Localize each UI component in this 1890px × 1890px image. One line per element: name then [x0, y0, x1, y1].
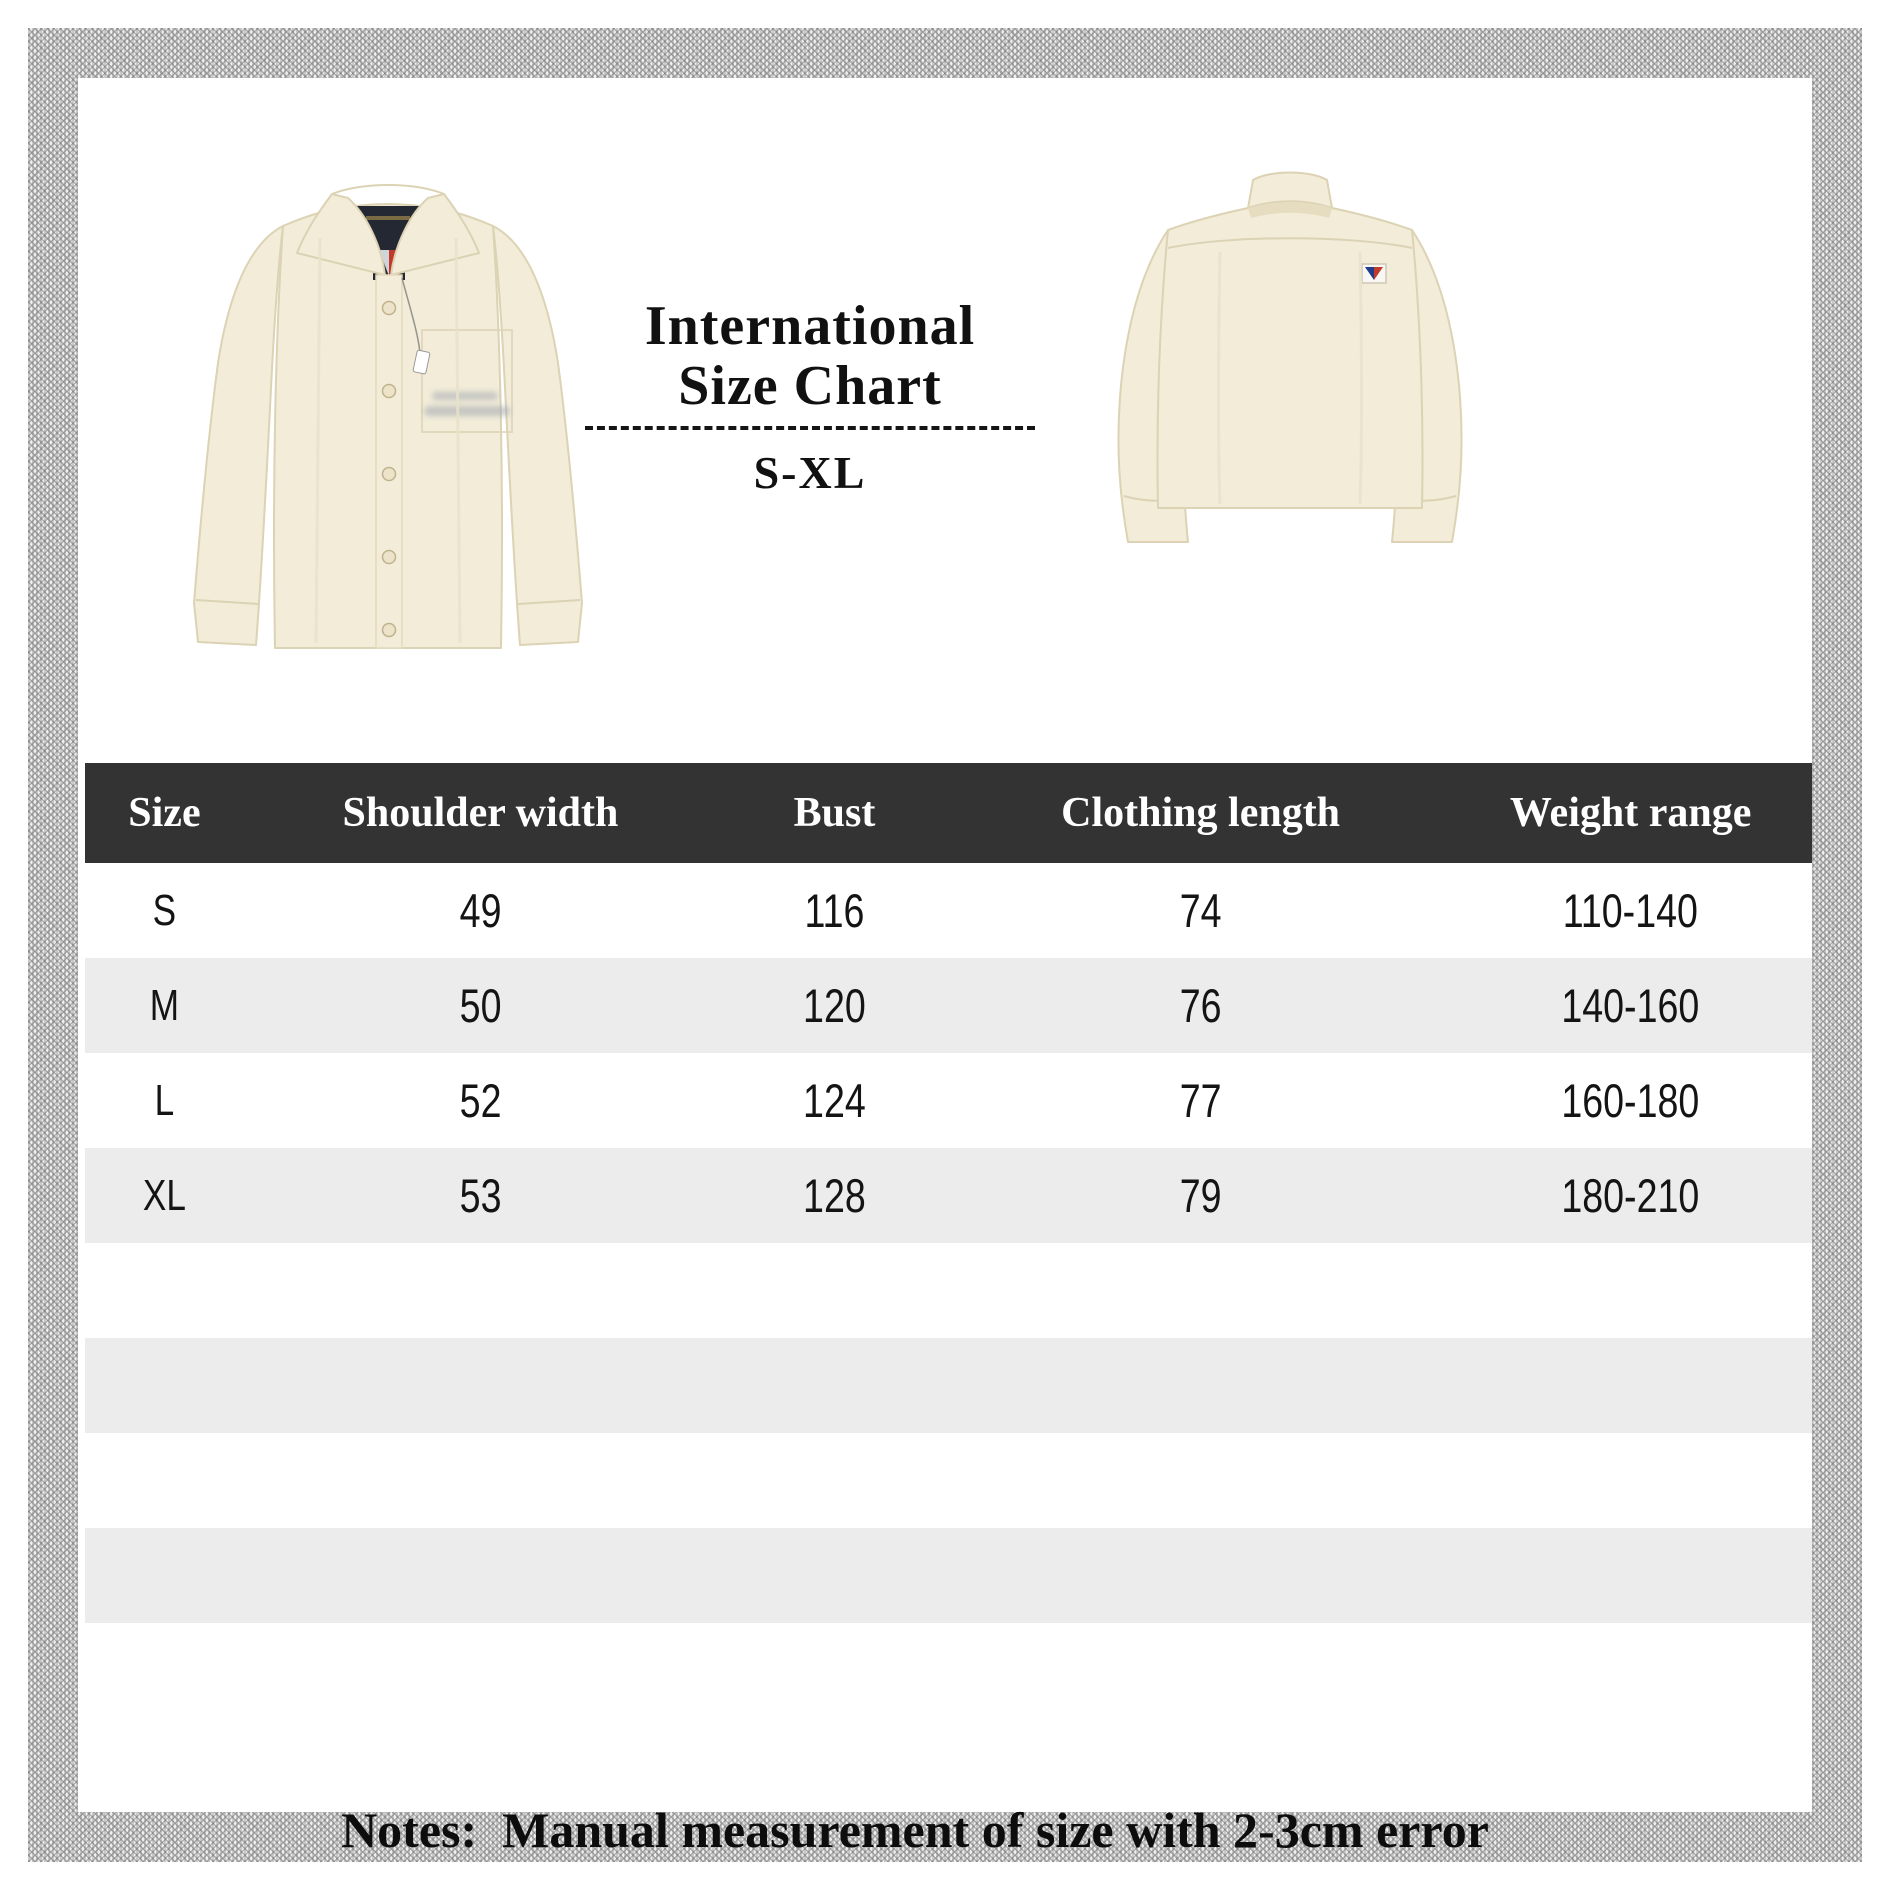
- cell-length: 77: [1179, 1074, 1222, 1127]
- back-yoke-seam: [1167, 237, 1413, 249]
- cell-size: M: [149, 980, 180, 1030]
- chest-pocket-outline: [421, 329, 513, 433]
- col-header-bust: Bust: [793, 790, 876, 836]
- col-header-weight-range: Weight range: [1509, 790, 1752, 836]
- table-row-empty: [85, 1243, 1812, 1338]
- col-header-shoulder-width: Shoulder width: [342, 790, 619, 836]
- table-row-s: S 49 116 74 110-140: [85, 863, 1812, 958]
- page-title-line1: International: [644, 295, 976, 357]
- table-row-xl: XL 53 128 79 180-210: [85, 1148, 1812, 1243]
- cell-bust: 120: [803, 979, 866, 1032]
- cell-bust: 128: [803, 1169, 866, 1222]
- cell-size: XL: [142, 1170, 186, 1220]
- cell-length: 76: [1179, 979, 1222, 1032]
- size-range-label: S-XL: [753, 447, 867, 498]
- size-table-header-row: Size Shoulder width Bust Clothing length…: [85, 763, 1812, 863]
- cell-shoulder: 53: [459, 1169, 502, 1222]
- back-collar-band: [1247, 171, 1333, 209]
- page-title-line2: Size Chart: [678, 355, 942, 417]
- cell-bust: 124: [803, 1074, 866, 1127]
- front-buttons: [381, 300, 397, 638]
- notes-line1: Notes: Manual measurement of size with 2…: [341, 1802, 1489, 1858]
- cell-length: 74: [1179, 884, 1222, 937]
- back-fold-lines: [1217, 251, 1363, 505]
- collar-label-text-line: [366, 216, 410, 220]
- table-row-empty: [85, 1528, 1812, 1623]
- button-placket: [375, 274, 403, 649]
- front-left-sleeve: [193, 225, 284, 646]
- cell-size: S: [152, 885, 177, 935]
- size-table: Size Shoulder width Bust Clothing length…: [85, 763, 1812, 1623]
- collar-shadow: [1248, 202, 1332, 218]
- cell-length: 79: [1179, 1169, 1222, 1222]
- cell-shoulder: 52: [459, 1074, 502, 1127]
- col-header-size: Size: [128, 790, 201, 836]
- table-row-l: L 52 124 77 160-180: [85, 1053, 1812, 1148]
- table-row-empty: [85, 1433, 1812, 1528]
- chest-print: [424, 392, 510, 416]
- cell-weight: 160-180: [1561, 1074, 1700, 1127]
- cell-size: L: [154, 1075, 175, 1125]
- cell-weight: 180-210: [1561, 1169, 1700, 1222]
- cell-weight: 140-160: [1561, 979, 1700, 1032]
- hang-tag: [412, 349, 431, 375]
- dashed-divider: [585, 426, 1035, 430]
- shirt-back-photo: [1117, 171, 1463, 543]
- front-right-sleeve: [492, 225, 583, 646]
- col-header-clothing-length: Clothing length: [1061, 790, 1341, 836]
- shirt-front-photo: [193, 184, 583, 649]
- cell-shoulder: 50: [459, 979, 502, 1032]
- cell-weight: 110-140: [1563, 884, 1699, 937]
- cell-shoulder: 49: [459, 884, 502, 937]
- front-cuff-seams: [195, 599, 581, 605]
- collar-top-edge: [331, 184, 445, 195]
- cell-bust: 116: [804, 884, 865, 937]
- title-block: International Size Chart S-XL: [585, 296, 1035, 499]
- back-body: [1156, 201, 1424, 509]
- hang-tag-string: [401, 277, 421, 354]
- back-label: [1361, 263, 1387, 284]
- notes-block: Notes: Manual measurement of size with 2…: [85, 1645, 1745, 1890]
- table-row-empty: [85, 1338, 1812, 1433]
- table-row-m: M 50 120 76 140-160: [85, 958, 1812, 1053]
- front-fold-lines: [314, 237, 462, 644]
